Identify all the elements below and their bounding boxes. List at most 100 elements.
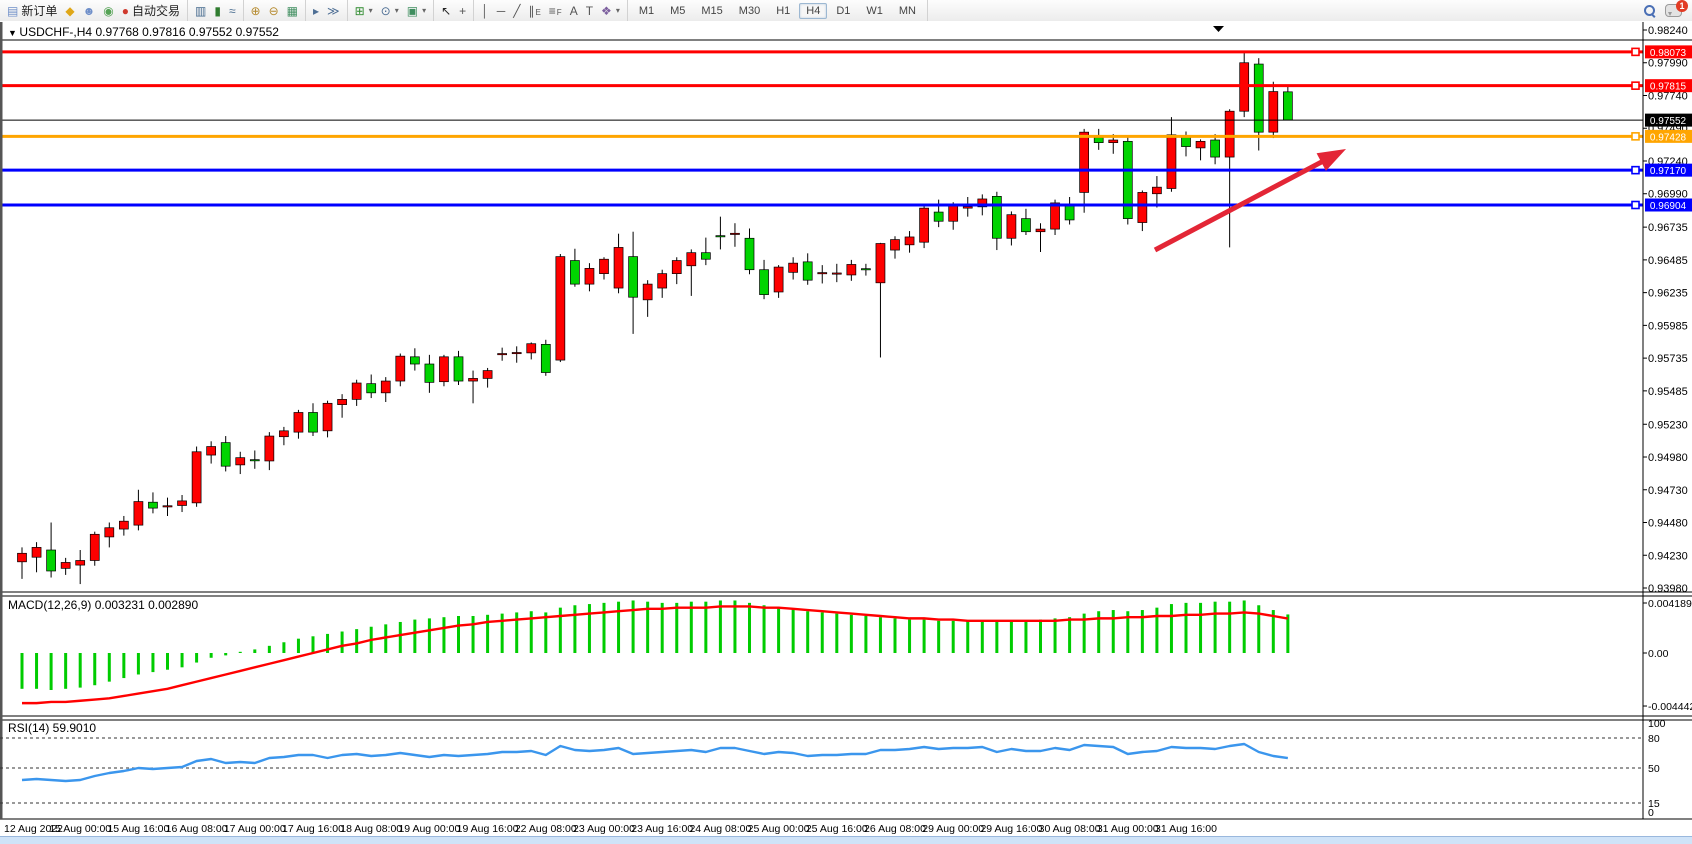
candle-body — [293, 412, 304, 433]
crosshair-icon: + — [459, 3, 467, 18]
candle-body — [1166, 134, 1177, 189]
line-chart-icon: ≈ — [228, 3, 236, 18]
macd-histogram-bar — [878, 617, 882, 653]
new-order-button-label: 新订单 — [21, 4, 58, 18]
timeframe-h4[interactable]: H4 — [799, 2, 828, 19]
macd-histogram-bar — [1271, 610, 1275, 653]
time-label: 18 Aug 08:00 — [340, 823, 402, 835]
price-badge-label: 0.98073 — [1650, 48, 1687, 59]
candle-body — [17, 552, 27, 563]
time-label: 29 Aug 16:00 — [980, 823, 1042, 835]
macd-signal-line — [22, 605, 1289, 705]
candle-body — [1108, 139, 1119, 143]
text-tool[interactable]: A — [566, 4, 582, 18]
macd-histogram-bar — [355, 629, 359, 653]
timeframe-m5[interactable]: M5 — [670, 4, 686, 17]
time-label: 12 Aug 2022 — [4, 823, 63, 835]
toolbar-group: ↖ + — [434, 0, 475, 21]
trendline-icon: ╱ — [513, 3, 521, 18]
timeframe-m1[interactable]: M1 — [638, 4, 655, 17]
crosshair-tool-button[interactable]: + — [455, 4, 470, 18]
time-label: 15 Aug 16:00 — [107, 823, 169, 835]
timeframe-m15[interactable]: M15 — [701, 4, 723, 17]
level-line-handle[interactable] — [1631, 132, 1640, 141]
channel-tool[interactable]: ∥ E — [524, 4, 544, 18]
macd-tick-label: 0.00 — [1648, 648, 1669, 660]
candle-chart-type-button[interactable]: ▮ — [210, 4, 225, 18]
zoom-in-button[interactable]: ⊕ — [247, 4, 265, 18]
timeframe-mn[interactable]: MN — [898, 4, 916, 17]
search-icon[interactable] — [1644, 5, 1656, 18]
time-label: 30 Aug 08:00 — [1039, 823, 1101, 835]
signals-button[interactable]: ◉ — [99, 4, 117, 18]
level-line-handle[interactable] — [1631, 165, 1640, 175]
vertical-line-tool[interactable]: │ — [477, 4, 493, 18]
toolbar-group: ▸ ≫ — [306, 0, 348, 21]
new-order-button[interactable]: ▤ 新订单 — [3, 1, 61, 20]
chevron-down-icon: ▾ — [422, 6, 427, 15]
candle-body — [1050, 202, 1060, 230]
level-line-handle[interactable] — [1631, 47, 1640, 57]
horizontal-line-icon: ─ — [496, 3, 506, 18]
level-line-handle[interactable] — [1631, 200, 1640, 210]
arrows-tool[interactable]: ❖ ▾ — [597, 4, 624, 18]
fibonacci-tool[interactable]: ≡ F — [545, 4, 566, 18]
tile-windows-button[interactable]: ▦ — [283, 4, 302, 18]
candle-body — [671, 260, 682, 274]
price-badge-label: 0.96904 — [1650, 201, 1687, 212]
community-button[interactable]: ☻ — [79, 4, 100, 18]
macd-histogram-bar — [20, 653, 24, 689]
rsi-tick-label: 100 — [1648, 718, 1666, 730]
candle-body — [686, 252, 697, 267]
chart-shift-button[interactable]: ≫ — [323, 4, 344, 18]
bar-chart-type-button[interactable]: ▥ — [191, 4, 210, 18]
templates-button[interactable]: ▣ ▾ — [403, 4, 430, 18]
gold-quotes-button[interactable]: ◆ — [61, 4, 78, 18]
macd-histogram-bar — [1082, 613, 1086, 653]
autotrading-button[interactable]: ● 自动交易 — [118, 1, 184, 20]
macd-tick-label: -0.004442 — [1648, 701, 1692, 713]
auto-scroll-button[interactable]: ▸ — [309, 4, 323, 18]
macd-histogram-bar — [806, 611, 810, 653]
bar-chart-icon: ▥ — [194, 3, 207, 18]
cursor-tool-button[interactable]: ↖ — [437, 4, 455, 18]
macd-histogram-bar — [78, 653, 82, 688]
candlestick-icon: ▮ — [214, 3, 221, 18]
candle-body — [453, 356, 464, 382]
timeframe-d1[interactable]: D1 — [836, 4, 851, 17]
periods-button[interactable]: ⊙ ▾ — [377, 4, 403, 18]
candle-body — [599, 258, 609, 274]
horizontal-line-tool[interactable]: ─ — [493, 4, 510, 18]
level-line-handle[interactable] — [1631, 81, 1640, 90]
zoom-out-button[interactable]: ⊖ — [265, 4, 283, 18]
candle-body — [148, 501, 158, 509]
toolbar-group: ⊕ ⊖ ▦ — [244, 0, 306, 21]
fibonacci-icon-letter: F — [556, 7, 562, 17]
trendline-tool[interactable]: ╱ — [509, 4, 524, 18]
macd-histogram-bar — [1184, 602, 1188, 653]
toolbar-right: 1 — [1641, 0, 1692, 21]
line-chart-type-button[interactable]: ≈ — [225, 4, 240, 18]
timeframe-w1[interactable]: W1 — [866, 4, 883, 17]
macd-histogram-bar — [1257, 605, 1261, 653]
trend-arrow-head[interactable] — [1316, 149, 1346, 171]
indicators-button[interactable]: ⊞ ▾ — [351, 4, 377, 18]
text-label-tool[interactable]: T — [582, 4, 597, 18]
macd-histogram-bar — [631, 600, 635, 653]
time-label: 26 Aug 08:00 — [864, 823, 926, 835]
price-badge — [1645, 163, 1692, 177]
candle-body — [1093, 137, 1104, 143]
macd-histogram-bar — [1111, 610, 1115, 653]
trend-arrow-shaft[interactable] — [1153, 157, 1328, 253]
status-strip — [0, 836, 1692, 844]
macd-histogram-bar — [966, 620, 970, 653]
timeframe-h1[interactable]: H1 — [776, 4, 791, 17]
candle-body — [366, 383, 377, 394]
macd-histogram-bar — [195, 653, 199, 663]
timeframe-m30[interactable]: M30 — [738, 4, 761, 17]
chat-icon[interactable]: 1 — [1665, 0, 1688, 17]
time-label: 23 Aug 16:00 — [631, 823, 693, 835]
macd-histogram-bar — [282, 642, 286, 653]
candle-body — [235, 457, 246, 466]
time-label: 17 Aug 00:00 — [224, 823, 286, 835]
